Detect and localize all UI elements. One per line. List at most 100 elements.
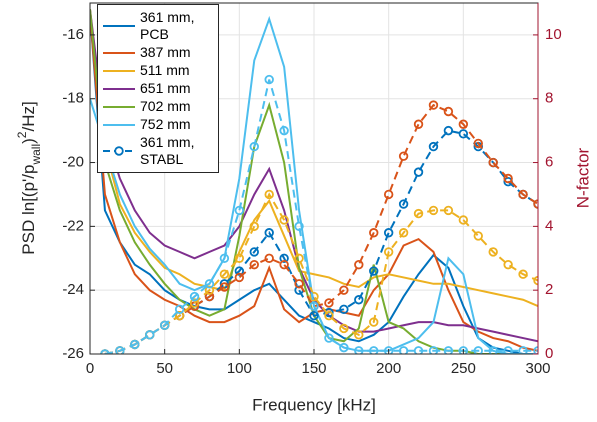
marker [398, 346, 409, 354]
marker [234, 266, 245, 276]
marker [234, 253, 245, 263]
marker [383, 189, 394, 200]
marker [264, 253, 274, 263]
legend-entry: 752 mm [102, 116, 212, 133]
marker [518, 269, 528, 279]
y-axis-label-part: ) [19, 138, 38, 144]
marker [174, 304, 185, 315]
marker [473, 138, 483, 149]
y-axis-label-part: 2 [15, 131, 29, 138]
marker [428, 141, 439, 152]
legend-swatch [103, 87, 135, 90]
marker [159, 320, 170, 330]
marker [324, 333, 334, 343]
legend-label: 752 mm [140, 116, 191, 132]
plot-area [90, 9, 538, 354]
marker [533, 199, 538, 209]
legend-entry: 361 mm, STABL [102, 134, 212, 168]
marker [309, 291, 319, 302]
marker [443, 106, 454, 117]
axes: 0 50 100 150 200 250 300 -26 -24 -22 -20 -18 -16 0 2 4 6… [62, 3, 562, 377]
marker [458, 119, 469, 129]
marker [219, 269, 230, 279]
marker [398, 228, 409, 238]
marker [145, 330, 155, 340]
marker [339, 304, 349, 315]
marker [473, 231, 483, 241]
marker [219, 282, 230, 292]
marker [249, 259, 259, 270]
x-tick-label: 50 [156, 360, 173, 377]
marker [234, 205, 245, 216]
y2-axis-label: N-factor [573, 147, 592, 208]
marker [249, 221, 259, 232]
marker [354, 259, 364, 270]
legend-swatch [103, 146, 135, 156]
marker [443, 346, 454, 354]
y-axis-label-part: PSD ln[(p'/p [19, 165, 38, 255]
marker [533, 346, 538, 354]
legend-swatch [103, 123, 135, 126]
marker [339, 323, 349, 334]
x-tick-label: 300 [525, 360, 550, 377]
marker [264, 74, 274, 85]
marker [279, 215, 289, 225]
y2-tick-label: 4 [545, 217, 553, 234]
marker [264, 228, 274, 238]
marker [503, 173, 513, 184]
marker [339, 342, 349, 353]
marker [309, 311, 319, 321]
legend-swatch [103, 51, 135, 54]
marker [279, 259, 289, 270]
legend-label: 651 mm [140, 80, 191, 96]
legend-swatch [103, 69, 135, 72]
y-tick-label: -26 [62, 345, 84, 362]
legend-label: 511 mm [140, 62, 190, 78]
marker [369, 346, 379, 354]
legend-entry: 702 mm [102, 98, 212, 115]
marker [488, 157, 498, 168]
marker [413, 167, 424, 177]
marker [189, 291, 200, 302]
marker [354, 346, 364, 354]
marker [279, 253, 289, 263]
legend-label: 702 mm [140, 98, 191, 114]
marker [369, 266, 379, 276]
y-tick-label: -22 [62, 217, 84, 234]
legend-entry: 651 mm [102, 80, 212, 97]
marker [174, 311, 185, 321]
marker [428, 100, 439, 110]
marker [428, 346, 439, 354]
marker [458, 129, 469, 139]
marker [100, 349, 110, 354]
y-axis-label-part: wall [29, 144, 43, 166]
marker [518, 189, 528, 200]
marker [189, 298, 200, 308]
marker [294, 279, 304, 289]
y2-tick-label: 6 [545, 154, 553, 171]
marker [458, 215, 469, 225]
x-tick-label: 0 [86, 360, 94, 377]
marker [115, 346, 125, 354]
y2-tick-label: 0 [545, 345, 553, 362]
marker [383, 346, 394, 354]
marker [130, 339, 140, 350]
marker [413, 119, 424, 129]
y2-tick-label: 10 [545, 26, 562, 43]
marker [339, 285, 349, 295]
marker [503, 346, 513, 354]
marker [458, 346, 469, 354]
legend-marker [114, 146, 124, 156]
marker [324, 307, 334, 318]
marker [473, 346, 483, 354]
marker [383, 228, 394, 238]
marker [309, 301, 319, 311]
series-line [90, 9, 538, 308]
y-tick-label: -20 [62, 154, 84, 171]
marker [488, 346, 498, 354]
marker [428, 205, 439, 216]
legend-label: 387 mm [140, 44, 191, 60]
x-tick-label: 150 [301, 360, 326, 377]
marker [294, 221, 304, 232]
